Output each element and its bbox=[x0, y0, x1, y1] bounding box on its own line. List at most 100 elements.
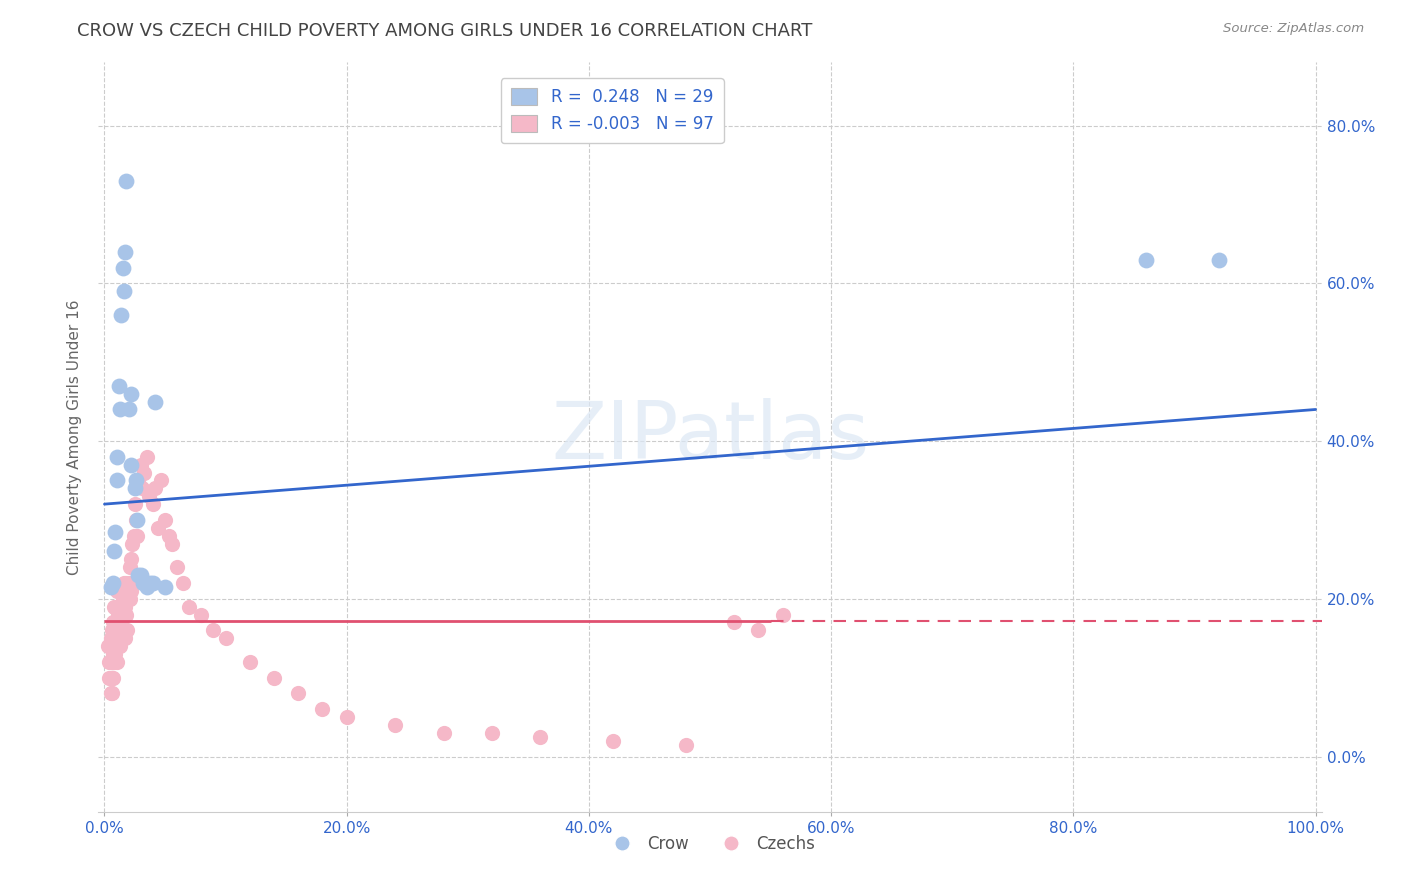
Point bbox=[110, 624, 132, 638]
Point bbox=[110, 402, 132, 417]
Point bbox=[134, 466, 156, 480]
Point bbox=[105, 474, 128, 488]
Point bbox=[108, 615, 131, 630]
Point bbox=[110, 599, 132, 614]
Point bbox=[100, 686, 122, 700]
Point bbox=[107, 639, 129, 653]
Point bbox=[112, 284, 135, 298]
Point bbox=[166, 560, 188, 574]
Point bbox=[98, 671, 121, 685]
Point bbox=[103, 544, 125, 558]
Point bbox=[1135, 252, 1157, 267]
Point bbox=[105, 599, 128, 614]
Point bbox=[172, 576, 194, 591]
Point bbox=[108, 583, 131, 598]
Point bbox=[111, 624, 134, 638]
Point bbox=[120, 386, 142, 401]
Point bbox=[98, 655, 121, 669]
Point bbox=[129, 458, 152, 472]
Point bbox=[101, 655, 124, 669]
Point bbox=[105, 631, 128, 645]
Point bbox=[108, 631, 131, 645]
Point bbox=[127, 529, 149, 543]
Point bbox=[131, 481, 153, 495]
Point bbox=[103, 655, 125, 669]
Point bbox=[100, 671, 122, 685]
Point bbox=[179, 599, 201, 614]
Point bbox=[100, 639, 122, 653]
Point bbox=[384, 718, 406, 732]
Point bbox=[111, 607, 134, 622]
Point bbox=[101, 615, 124, 630]
Point bbox=[481, 726, 503, 740]
Point bbox=[263, 671, 285, 685]
Point bbox=[1208, 252, 1230, 267]
Point bbox=[107, 607, 129, 622]
Point bbox=[104, 647, 127, 661]
Point bbox=[239, 655, 262, 669]
Point bbox=[117, 591, 139, 606]
Point bbox=[110, 631, 132, 645]
Point bbox=[105, 655, 128, 669]
Point bbox=[142, 497, 165, 511]
Text: CROW VS CZECH CHILD POVERTY AMONG GIRLS UNDER 16 CORRELATION CHART: CROW VS CZECH CHILD POVERTY AMONG GIRLS … bbox=[77, 22, 813, 40]
Point bbox=[120, 552, 142, 566]
Point bbox=[124, 497, 146, 511]
Point bbox=[104, 615, 127, 630]
Point bbox=[157, 529, 180, 543]
Point bbox=[110, 615, 132, 630]
Point bbox=[105, 583, 128, 598]
Point bbox=[143, 394, 166, 409]
Point bbox=[132, 576, 155, 591]
Point bbox=[103, 631, 125, 645]
Point bbox=[139, 576, 162, 591]
Point bbox=[114, 599, 136, 614]
Point bbox=[150, 474, 173, 488]
Point bbox=[105, 615, 128, 630]
Point bbox=[120, 458, 142, 472]
Point bbox=[104, 639, 127, 653]
Point bbox=[111, 260, 134, 275]
Point bbox=[723, 615, 745, 630]
Point bbox=[124, 481, 146, 495]
Point bbox=[118, 576, 141, 591]
Point bbox=[110, 308, 132, 322]
Text: Source: ZipAtlas.com: Source: ZipAtlas.com bbox=[1223, 22, 1364, 36]
Point bbox=[115, 174, 138, 188]
Point bbox=[127, 568, 149, 582]
Point bbox=[115, 607, 138, 622]
Point bbox=[117, 624, 139, 638]
Point bbox=[118, 402, 141, 417]
Point bbox=[143, 481, 166, 495]
Point bbox=[100, 624, 122, 638]
Legend: Crow, Czechs: Crow, Czechs bbox=[599, 829, 821, 860]
Point bbox=[311, 702, 333, 716]
Point bbox=[100, 631, 122, 645]
Point bbox=[101, 576, 124, 591]
Point bbox=[112, 591, 135, 606]
Point bbox=[125, 474, 148, 488]
Point bbox=[100, 655, 122, 669]
Point bbox=[118, 560, 141, 574]
Point bbox=[772, 607, 794, 622]
Point bbox=[104, 524, 127, 539]
Point bbox=[112, 576, 135, 591]
Point bbox=[146, 521, 169, 535]
Point bbox=[214, 631, 236, 645]
Point bbox=[100, 655, 122, 669]
Point bbox=[190, 607, 212, 622]
Point bbox=[101, 631, 124, 645]
Point bbox=[202, 624, 225, 638]
Point bbox=[101, 671, 124, 685]
Point bbox=[118, 591, 141, 606]
Point bbox=[142, 576, 165, 591]
Point bbox=[153, 580, 176, 594]
Point bbox=[115, 576, 138, 591]
Point bbox=[110, 607, 132, 622]
Point bbox=[101, 647, 124, 661]
Point bbox=[129, 568, 152, 582]
Point bbox=[287, 686, 309, 700]
Point bbox=[138, 489, 160, 503]
Point bbox=[602, 733, 624, 747]
Text: ZIPatlas: ZIPatlas bbox=[551, 398, 869, 476]
